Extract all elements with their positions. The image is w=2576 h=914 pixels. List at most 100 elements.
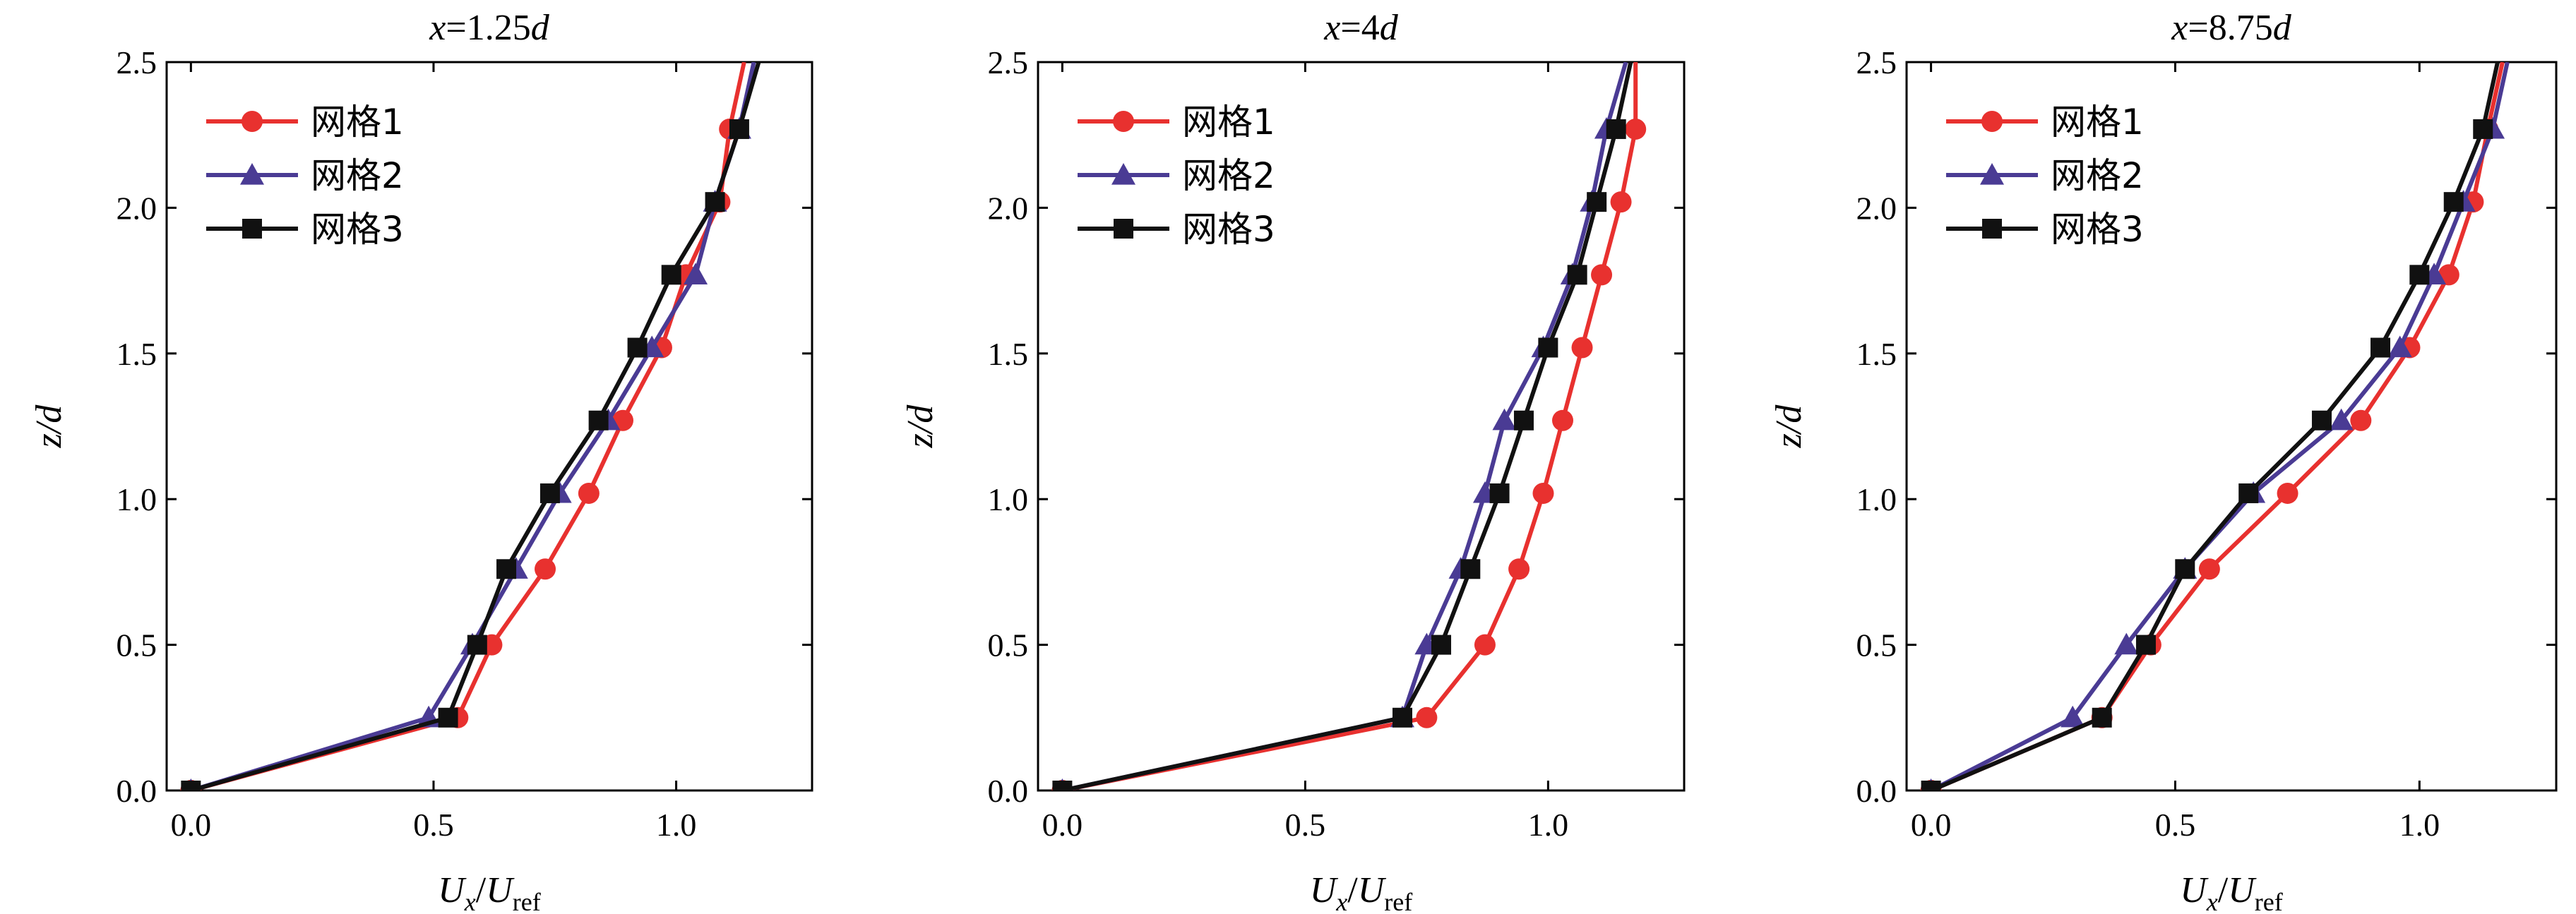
- legend-label: 网格2: [1182, 155, 1275, 196]
- series-2: [1924, 62, 2510, 790]
- series-2: [184, 62, 756, 790]
- title-variable: x: [2171, 8, 2188, 48]
- series-3: [1052, 62, 1633, 790]
- y-tick-label: 2.5: [1856, 44, 1897, 80]
- data-point: [1532, 482, 1554, 504]
- data-point: [1921, 781, 1941, 790]
- data-point: [588, 410, 609, 431]
- chart-panel-2: 0.00.51.01.52.02.50.0 0.5 1.0x=4dUx/Urefz/…: [900, 8, 1686, 914]
- data-point: [1591, 264, 1613, 286]
- data-point: [1606, 119, 1626, 139]
- data-point: [1431, 635, 1452, 655]
- data-point: [2135, 635, 2156, 655]
- data-point: [496, 559, 517, 579]
- legend-label: 网格3: [1182, 209, 1275, 250]
- legend-label: 网格3: [2051, 209, 2144, 250]
- series-line-3: [1061, 62, 1633, 790]
- x-axis-label: Ux/Uref: [438, 870, 541, 914]
- x-label-main2: U: [1358, 870, 1387, 910]
- data-point: [1392, 707, 1412, 728]
- data-point: [1460, 559, 1481, 579]
- series-3: [1921, 62, 2500, 790]
- legend-marker: [240, 163, 264, 185]
- x-label-slash: /: [2218, 870, 2229, 910]
- legend-label: 网格1: [2051, 102, 2144, 143]
- y-tick-label: 1.0: [1856, 481, 1897, 517]
- legend: 网格1 网格2 网格3: [1946, 102, 2144, 250]
- series-line-2: [1930, 62, 2510, 790]
- data-point: [539, 483, 560, 503]
- y-tick-label: 0.0: [1856, 773, 1897, 809]
- series-1: [1051, 62, 1647, 790]
- plot-frame: [1037, 61, 1686, 792]
- y-axis-label: z/d: [1769, 404, 1809, 449]
- x-tick-label: 0.0: [1911, 807, 1952, 843]
- title-unit: d: [531, 8, 550, 48]
- x-label-sub: x: [464, 888, 476, 914]
- legend-marker: [1113, 111, 1134, 132]
- data-point: [181, 781, 201, 790]
- x-label-sub2: ref: [513, 888, 541, 914]
- data-point: [1610, 191, 1632, 213]
- data-point: [661, 265, 681, 285]
- data-point: [2238, 483, 2259, 503]
- data-point: [2114, 632, 2139, 655]
- chart-title: x=8.75d: [2171, 8, 2291, 48]
- data-point: [2329, 408, 2354, 431]
- series-line-1: [1930, 62, 2505, 790]
- series-3: [181, 62, 761, 790]
- y-tick-label: 1.5: [1856, 336, 1897, 372]
- title-variable: x: [429, 8, 446, 48]
- data-point: [1052, 781, 1073, 790]
- legend-marker: [242, 111, 263, 132]
- y-tick-label: 1.5: [988, 336, 1029, 372]
- x-axis-label: Ux/Uref: [1310, 870, 1413, 914]
- x-label-slash: /: [1347, 870, 1358, 910]
- data-point: [705, 192, 725, 212]
- title-unit: d: [1380, 8, 1399, 48]
- x-label-main: U: [1310, 870, 1339, 910]
- x-tick-label: 1.0: [2399, 807, 2440, 843]
- x-tick-label: 1.0: [656, 807, 697, 843]
- x-label-sub2: ref: [2255, 888, 2283, 914]
- data-point: [1552, 409, 1574, 431]
- title-value: =1.25: [446, 8, 530, 48]
- data-point: [467, 635, 487, 655]
- series-line-2: [190, 62, 756, 790]
- data-point: [1567, 265, 1587, 285]
- y-tick-label: 2.5: [117, 44, 157, 80]
- y-tick-label: 1.5: [117, 336, 157, 372]
- chart-panel-1: 0.00.51.01.52.02.50.0 0.5 1.0x=1.25dUx/Ure…: [29, 8, 813, 914]
- data-point: [2387, 335, 2412, 358]
- data-point: [535, 558, 556, 580]
- data-point: [2277, 482, 2298, 504]
- data-point: [1513, 410, 1534, 431]
- y-tick-label: 2.5: [988, 44, 1029, 80]
- legend-marker: [1980, 163, 2004, 185]
- data-point: [1587, 192, 1607, 212]
- data-point: [2473, 119, 2493, 139]
- y-tick-label: 0.0: [988, 773, 1029, 809]
- chart-title: x=1.25d: [429, 8, 549, 48]
- plot-frame: [1905, 61, 2558, 792]
- data-point: [1508, 558, 1530, 580]
- legend-label: 网格2: [2051, 155, 2144, 196]
- x-label-main: U: [2180, 870, 2209, 910]
- data-point: [1489, 483, 1510, 503]
- data-point: [1492, 408, 1517, 431]
- x-tick-label: 0.5: [1285, 807, 1326, 843]
- data-point: [2175, 559, 2195, 579]
- legend: 网格1 网格2 网格3: [206, 102, 404, 250]
- chart-title: x=4d: [1323, 8, 1398, 48]
- title-value: =8.75: [2188, 8, 2272, 48]
- data-point: [2443, 192, 2464, 212]
- legend-label: 网格1: [311, 102, 404, 143]
- legend-label: 网格2: [311, 155, 404, 196]
- x-label-main: U: [438, 870, 467, 910]
- legend: 网格1 网格2 网格3: [1078, 102, 1275, 250]
- title-value: =4: [1340, 8, 1379, 48]
- data-point: [627, 337, 648, 358]
- y-axis-label: z/d: [29, 404, 69, 449]
- title-variable: x: [1323, 8, 1340, 48]
